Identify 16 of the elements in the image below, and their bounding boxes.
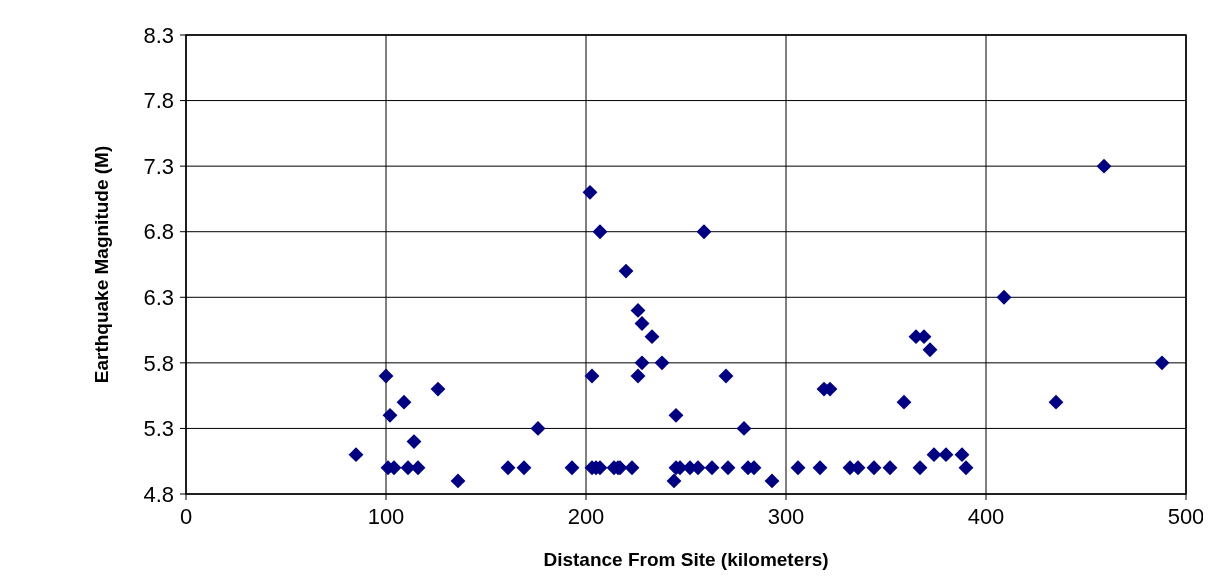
y-tick-label: 6.3 [143, 284, 174, 310]
y-tick-label: 7.3 [143, 153, 174, 179]
x-tick-label: 200 [567, 504, 605, 529]
y-tick-label: 7.8 [143, 88, 174, 114]
x-tick-label: 300 [767, 504, 805, 529]
x-tick-label: 100 [367, 504, 405, 529]
x-tick-label: 0 [179, 504, 193, 529]
y-axis-title: Earthquake Magnitude (M) [91, 145, 112, 384]
y-tick-label: 5.3 [143, 416, 174, 442]
y-tick-label: 5.8 [143, 350, 174, 376]
x-tick-label: 400 [967, 504, 1005, 529]
y-tick-label: 6.8 [143, 219, 174, 245]
y-tick-label: 4.8 [143, 481, 174, 507]
y-tick-label: 8.3 [143, 22, 174, 48]
x-tick-label: 500 [1167, 504, 1205, 529]
x-axis-title: Distance From Site (kilometers) [543, 549, 829, 570]
